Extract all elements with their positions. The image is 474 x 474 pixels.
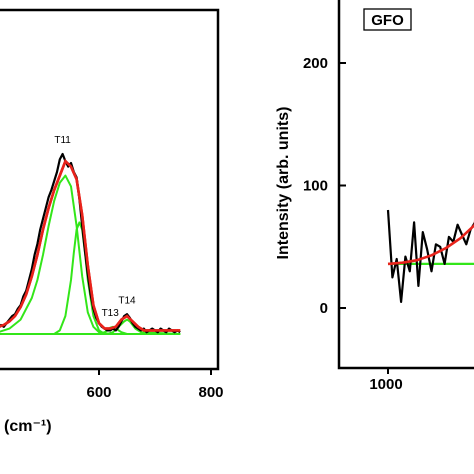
left-series-group bbox=[0, 152, 181, 335]
right-chart-panel: GFO 0 100 200 1000 Intensity (arb. units) bbox=[275, 0, 474, 393]
right-plot-frame bbox=[337, 0, 474, 370]
left-series-component-line bbox=[0, 318, 181, 335]
right-x-tick-label: 1000 bbox=[369, 376, 402, 393]
left-series-fit-line bbox=[0, 159, 181, 332]
left-x-tick-label: 600 bbox=[86, 384, 111, 401]
right-series-measured-line bbox=[386, 209, 474, 303]
right-chart-title: GFO bbox=[371, 12, 404, 29]
peak-label-t11: T11 bbox=[54, 135, 71, 146]
gfo-label-box bbox=[363, 8, 412, 31]
left-plot-frame bbox=[0, 8, 220, 371]
peak-label-t13: T13 bbox=[102, 308, 120, 319]
left-x-ticks: 600 800 bbox=[86, 369, 224, 401]
right-y-tick-label: 100 bbox=[303, 178, 328, 195]
left-fit-line-overlay bbox=[0, 158, 181, 332]
right-y-tick-label: 200 bbox=[303, 55, 328, 72]
left-x-axis-label: (cm⁻¹) bbox=[4, 418, 52, 435]
right-series-group bbox=[386, 209, 474, 303]
right-y-tick-label: 0 bbox=[320, 300, 328, 317]
left-series-component-line bbox=[0, 174, 181, 335]
right-y-axis-label: Intensity (arb. units) bbox=[275, 107, 292, 260]
peak-label-t14: T14 bbox=[118, 295, 136, 306]
left-peak-labels: T11 T13 T14 bbox=[54, 135, 136, 319]
right-axis-ticks: 0 100 200 1000 bbox=[303, 55, 403, 393]
left-chart-panel: 600 800 T11 T13 T14 (cm⁻¹) bbox=[0, 8, 224, 435]
right-series-fit-line bbox=[387, 219, 474, 266]
left-x-tick-label: 800 bbox=[198, 384, 223, 401]
